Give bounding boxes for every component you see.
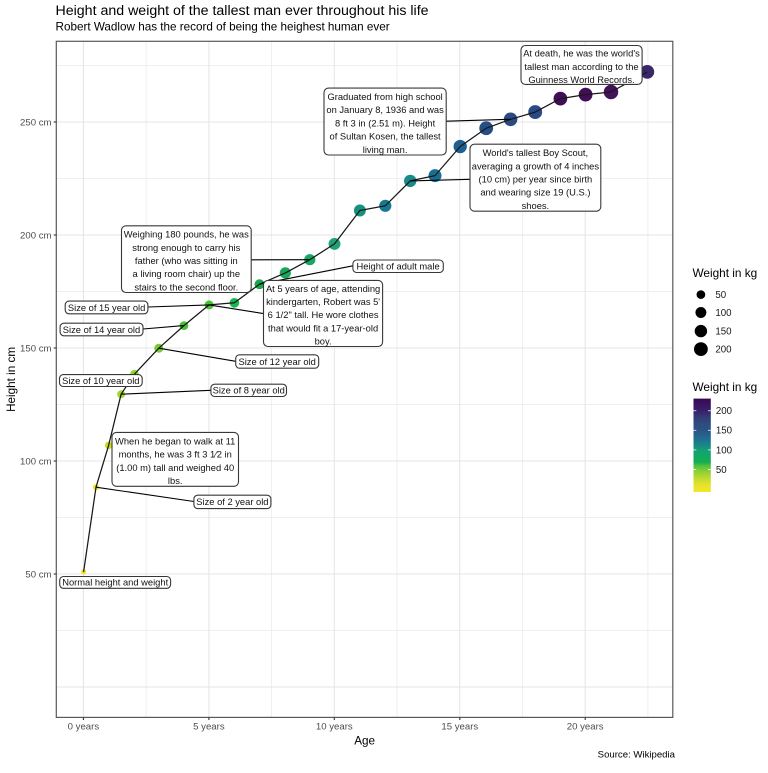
svg-text:kindergarten, Robert was 5': kindergarten, Robert was 5' [266,297,380,307]
svg-text:Size of 10 year old: Size of 10 year old [62,376,139,386]
svg-text:100: 100 [715,308,732,319]
svg-text:a living room chair) up the: a living room chair) up the [133,269,241,279]
svg-text:Normal height and weight: Normal height and weight [62,578,168,588]
svg-text:World's tallest Boy Scout,: World's tallest Boy Scout, [483,148,588,158]
svg-text:father (who was sitting in: father (who was sitting in [135,256,238,266]
svg-text:Guinness World Records.: Guinness World Records. [528,75,634,85]
svg-text:Weight in kg: Weight in kg [693,266,758,280]
svg-text:0 years: 0 years [68,722,100,733]
svg-text:5 years: 5 years [193,722,225,733]
svg-text:150 cm: 150 cm [20,343,51,354]
svg-text:(1.00 m) tall and weighed 40: (1.00 m) tall and weighed 40 [116,463,234,473]
svg-text:Size of 15 year old: Size of 15 year old [68,303,145,313]
svg-text:Size of 8 year old: Size of 8 year old [213,386,285,396]
svg-text:50: 50 [716,465,727,476]
svg-text:Size of 14 year old: Size of 14 year old [63,325,140,335]
svg-text:Size of 2 year old: Size of 2 year old [196,497,268,507]
svg-text:on January 8, 1936 and was: on January 8, 1936 and was [326,105,444,115]
svg-text:living man.: living man. [363,145,408,155]
svg-text:6 1/2" tall. He wore clothes: 6 1/2" tall. He wore clothes [268,310,379,320]
svg-text:200: 200 [715,345,732,356]
svg-text:50: 50 [715,290,726,301]
svg-text:lbs.: lbs. [168,476,183,486]
svg-text:250 cm: 250 cm [20,117,51,128]
svg-text:Robert Wadlow has the record o: Robert Wadlow has the record of being th… [56,20,390,33]
svg-text:200 cm: 200 cm [20,230,51,241]
svg-text:20 years: 20 years [567,722,604,733]
svg-text:averaging a growth of 4 inches: averaging a growth of 4 inches [472,161,600,171]
svg-text:Source: Wikipedia: Source: Wikipedia [598,750,676,761]
svg-text:that would fit a 17-year-old: that would fit a 17-year-old [268,323,378,333]
svg-text:Weight in kg: Weight in kg [693,380,758,394]
svg-text:200: 200 [716,406,733,417]
svg-text:10 years: 10 years [316,722,353,733]
svg-text:shoes.: shoes. [522,201,550,211]
svg-text:and wearing size 19 (U.S.): and wearing size 19 (U.S.) [480,188,590,198]
svg-text:Height in cm: Height in cm [5,347,18,412]
svg-text:Height of adult male: Height of adult male [357,262,440,272]
svg-text:150: 150 [715,327,732,338]
svg-text:When he began to walk at 11: When he began to walk at 11 [115,436,235,446]
svg-text:months, he was 3 ft 3 1⁄2 in: months, he was 3 ft 3 1⁄2 in [119,450,232,460]
svg-text:boy.: boy. [315,337,332,347]
svg-text:At 5 years of age, attending: At 5 years of age, attending [266,284,380,294]
svg-text:Height and weight of the talle: Height and weight of the tallest man eve… [56,3,429,19]
svg-text:of Sultan Kosen, the tallest: of Sultan Kosen, the tallest [330,132,442,142]
svg-text:100: 100 [716,445,733,456]
svg-text:strong enough to carry his: strong enough to carry his [132,243,240,253]
svg-text:tallest man according to the: tallest man according to the [524,62,638,72]
svg-text:Age: Age [354,734,375,747]
svg-text:At death, he was the world's: At death, he was the world's [523,49,640,59]
svg-text:100 cm: 100 cm [20,456,51,467]
svg-text:Graduated from high school: Graduated from high school [327,92,442,102]
svg-text:Size of 12 year old: Size of 12 year old [238,357,315,367]
svg-text:(10 cm) per year since birth: (10 cm) per year since birth [479,175,593,185]
svg-text:8 ft 3 in (2.51 m). Height: 8 ft 3 in (2.51 m). Height [335,118,436,128]
svg-text:Weighing 180 pounds, he was: Weighing 180 pounds, he was [124,230,249,240]
svg-text:50 cm: 50 cm [25,569,51,580]
svg-text:15 years: 15 years [441,722,478,733]
svg-text:stairs to the second floor.: stairs to the second floor. [134,282,238,292]
svg-text:150: 150 [716,426,733,437]
